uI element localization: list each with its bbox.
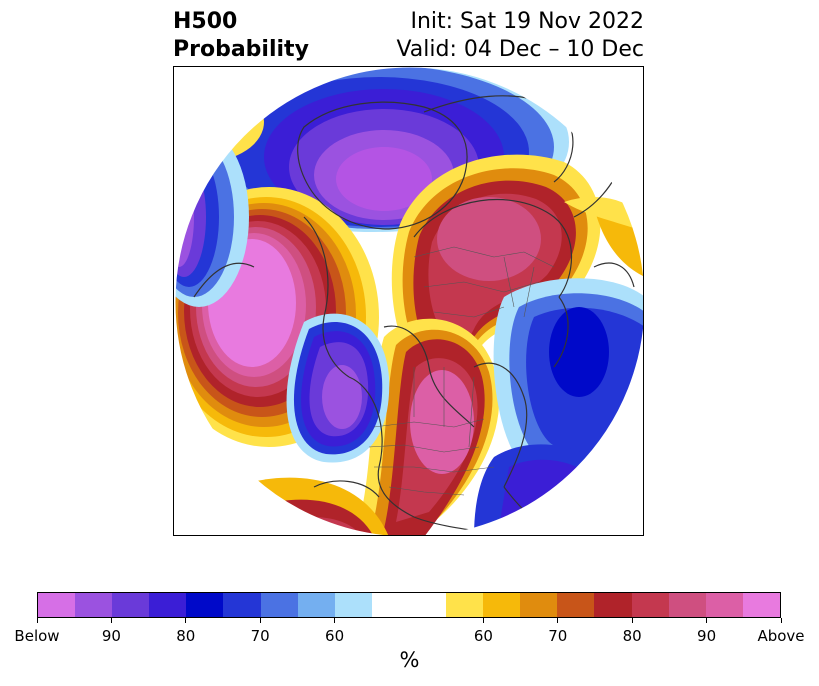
colorbar-cell [446,593,484,617]
colorbar-cell [75,593,113,617]
colorbar [37,592,781,618]
title-right: Init: Sat 19 Nov 2022 Valid: 04 Dec – 10… [396,8,644,64]
valid-period: Valid: 04 Dec – 10 Dec [396,37,644,62]
colorbar-tick [110,618,112,623]
title-left: H500 Probability [173,8,309,64]
map-panel [173,66,644,536]
colorbar-tick [334,618,336,623]
colorbar-tick-label: 60 [325,627,345,645]
colorbar-cell [705,593,743,617]
title-product: Probability [173,37,309,62]
colorbar-tick-label: 60 [473,627,493,645]
colorbar-cell [260,593,298,617]
colorbar-tick [631,618,633,623]
country-borders [368,246,555,496]
colorbar-tick [185,618,187,623]
colorbar-tick-label: 80 [176,627,196,645]
init-date: Init: Sat 19 Nov 2022 [410,9,644,34]
colorbar-tick [36,618,38,623]
colorbar-tick-label: 90 [101,627,121,645]
colorbar-cell [223,593,261,617]
colorbar-tick-label: Below [14,627,60,645]
colorbar-cell [371,593,409,617]
above-center-alaska [214,318,500,535]
colorbar-cell [594,593,632,617]
polar-map [174,67,643,535]
colorbar-tick [706,618,708,623]
colorbar-tick [259,618,261,623]
colorbar-cell [520,593,558,617]
colorbar-cell [334,593,372,617]
colorbar-tick-label: 90 [697,627,717,645]
colorbar-cell [742,593,780,617]
colorbar-cell [186,593,224,617]
colorbar-cell [149,593,187,617]
colorbar-tick [557,618,559,623]
colorbar-ticks: Below 90 80 70 60 60 70 80 90 Above [14,618,805,646]
title-variable: H500 [173,9,238,34]
colorbar-cell [557,593,595,617]
colorbar-cell [483,593,521,617]
colorbar-cell [112,593,150,617]
colorbar-tick [780,618,782,623]
colorbar-cell [631,593,669,617]
colorbar-units: % [399,648,420,672]
colorbar-tick-label: 70 [548,627,568,645]
colorbar-cell [408,593,447,617]
colorbar-tick-label: Above [757,627,805,645]
colorbar-cell [38,593,76,617]
colorbar-cell [297,593,335,617]
colorbar-tick-label: 70 [250,627,270,645]
below-center-west-na [286,313,390,463]
colorbar-tick [482,618,484,623]
probability-field [175,67,643,535]
colorbar-cell [668,593,706,617]
colorbar-tick-label: 80 [622,627,642,645]
